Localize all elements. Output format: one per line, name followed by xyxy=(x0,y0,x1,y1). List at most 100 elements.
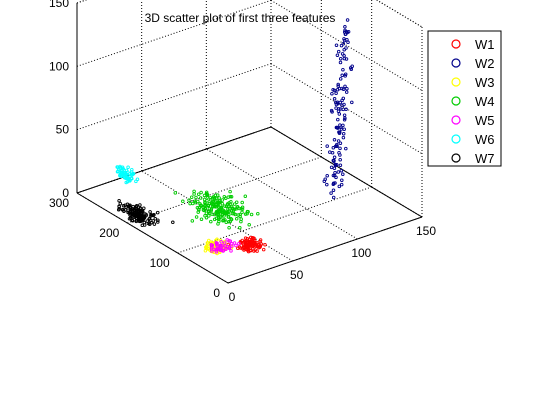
data-point xyxy=(220,212,225,217)
data-point xyxy=(344,57,349,61)
data-point xyxy=(150,213,154,217)
data-point xyxy=(156,220,160,224)
z-tick-label: 0 xyxy=(62,186,69,200)
data-point xyxy=(331,173,336,178)
data-point xyxy=(243,194,248,198)
data-point xyxy=(344,107,348,112)
data-point xyxy=(215,209,220,213)
data-point xyxy=(234,217,239,221)
data-point xyxy=(203,249,208,253)
data-point xyxy=(199,190,203,195)
legend-label: W4 xyxy=(475,94,495,109)
legend-marker xyxy=(451,115,461,125)
data-point xyxy=(343,25,347,29)
data-point xyxy=(338,130,342,134)
data-point xyxy=(202,193,207,198)
data-point xyxy=(342,54,346,58)
data-point xyxy=(336,139,341,143)
data-point xyxy=(232,212,236,216)
series-W4 xyxy=(173,189,260,230)
data-point xyxy=(343,28,347,33)
data-point xyxy=(235,205,239,209)
data-point xyxy=(229,199,233,204)
data-point xyxy=(332,88,337,93)
data-point xyxy=(330,151,335,155)
data-point xyxy=(226,195,231,199)
data-point xyxy=(215,193,220,197)
data-point xyxy=(338,107,343,111)
data-point xyxy=(140,223,145,228)
data-point xyxy=(229,249,233,253)
data-point xyxy=(336,101,340,106)
data-point xyxy=(341,107,346,112)
data-point xyxy=(240,210,244,215)
data-point xyxy=(337,184,342,189)
data-point xyxy=(240,207,245,211)
data-point xyxy=(210,243,215,247)
data-point xyxy=(139,219,144,223)
data-point xyxy=(332,159,336,163)
data-point xyxy=(135,177,140,181)
data-point xyxy=(216,201,221,205)
data-point xyxy=(221,208,225,212)
data-point xyxy=(329,191,333,195)
legend-label: W1 xyxy=(475,37,495,52)
data-point xyxy=(334,144,339,148)
z-tick-label: 50 xyxy=(56,123,70,137)
chart-title: 3D scatter plot of first three features xyxy=(145,11,336,25)
grid-line-z-backwall xyxy=(270,126,423,218)
data-point xyxy=(216,205,221,209)
data-point xyxy=(120,169,124,173)
data-point xyxy=(152,222,157,226)
data-point xyxy=(208,198,213,202)
data-point xyxy=(196,192,201,196)
grid-line-z-leftwall xyxy=(76,0,88,4)
data-point xyxy=(334,162,339,167)
data-point xyxy=(234,243,238,248)
data-point xyxy=(341,67,345,72)
data-point xyxy=(207,238,211,243)
data-point xyxy=(345,86,349,91)
data-point xyxy=(333,162,338,167)
data-point xyxy=(338,56,343,61)
data-point xyxy=(126,210,130,215)
data-point xyxy=(202,197,207,202)
y-tick-label: 100 xyxy=(150,256,170,270)
grid-line-z-backwall xyxy=(270,63,423,155)
data-point xyxy=(331,195,336,200)
data-point xyxy=(198,203,203,208)
data-point xyxy=(217,217,221,222)
data-point xyxy=(341,172,345,176)
legend-marker xyxy=(451,39,461,49)
data-point xyxy=(243,236,248,240)
data-point xyxy=(338,60,343,65)
data-point xyxy=(181,199,185,204)
legend-label: W7 xyxy=(475,151,495,166)
data-point xyxy=(224,211,228,216)
series-W5 xyxy=(209,238,241,254)
data-point xyxy=(203,207,208,211)
data-point xyxy=(258,238,263,242)
data-point xyxy=(193,200,197,205)
legend-marker xyxy=(451,77,461,87)
data-point xyxy=(238,225,242,230)
data-point xyxy=(229,217,233,221)
grid-line-y-floor xyxy=(127,156,322,224)
series-W2 xyxy=(322,18,354,200)
data-point xyxy=(344,46,348,50)
data-point xyxy=(119,174,123,179)
data-point xyxy=(234,200,239,204)
data-point xyxy=(334,91,338,96)
data-point xyxy=(206,209,211,214)
data-point xyxy=(348,66,353,70)
legend-label: W2 xyxy=(475,56,495,71)
data-point xyxy=(220,198,225,202)
data-point xyxy=(117,204,121,209)
data-point xyxy=(342,102,346,107)
data-point xyxy=(222,194,227,199)
data-point xyxy=(203,214,207,218)
data-point xyxy=(342,117,347,122)
data-point xyxy=(210,201,214,205)
data-point xyxy=(141,216,145,220)
data-point xyxy=(338,77,343,81)
